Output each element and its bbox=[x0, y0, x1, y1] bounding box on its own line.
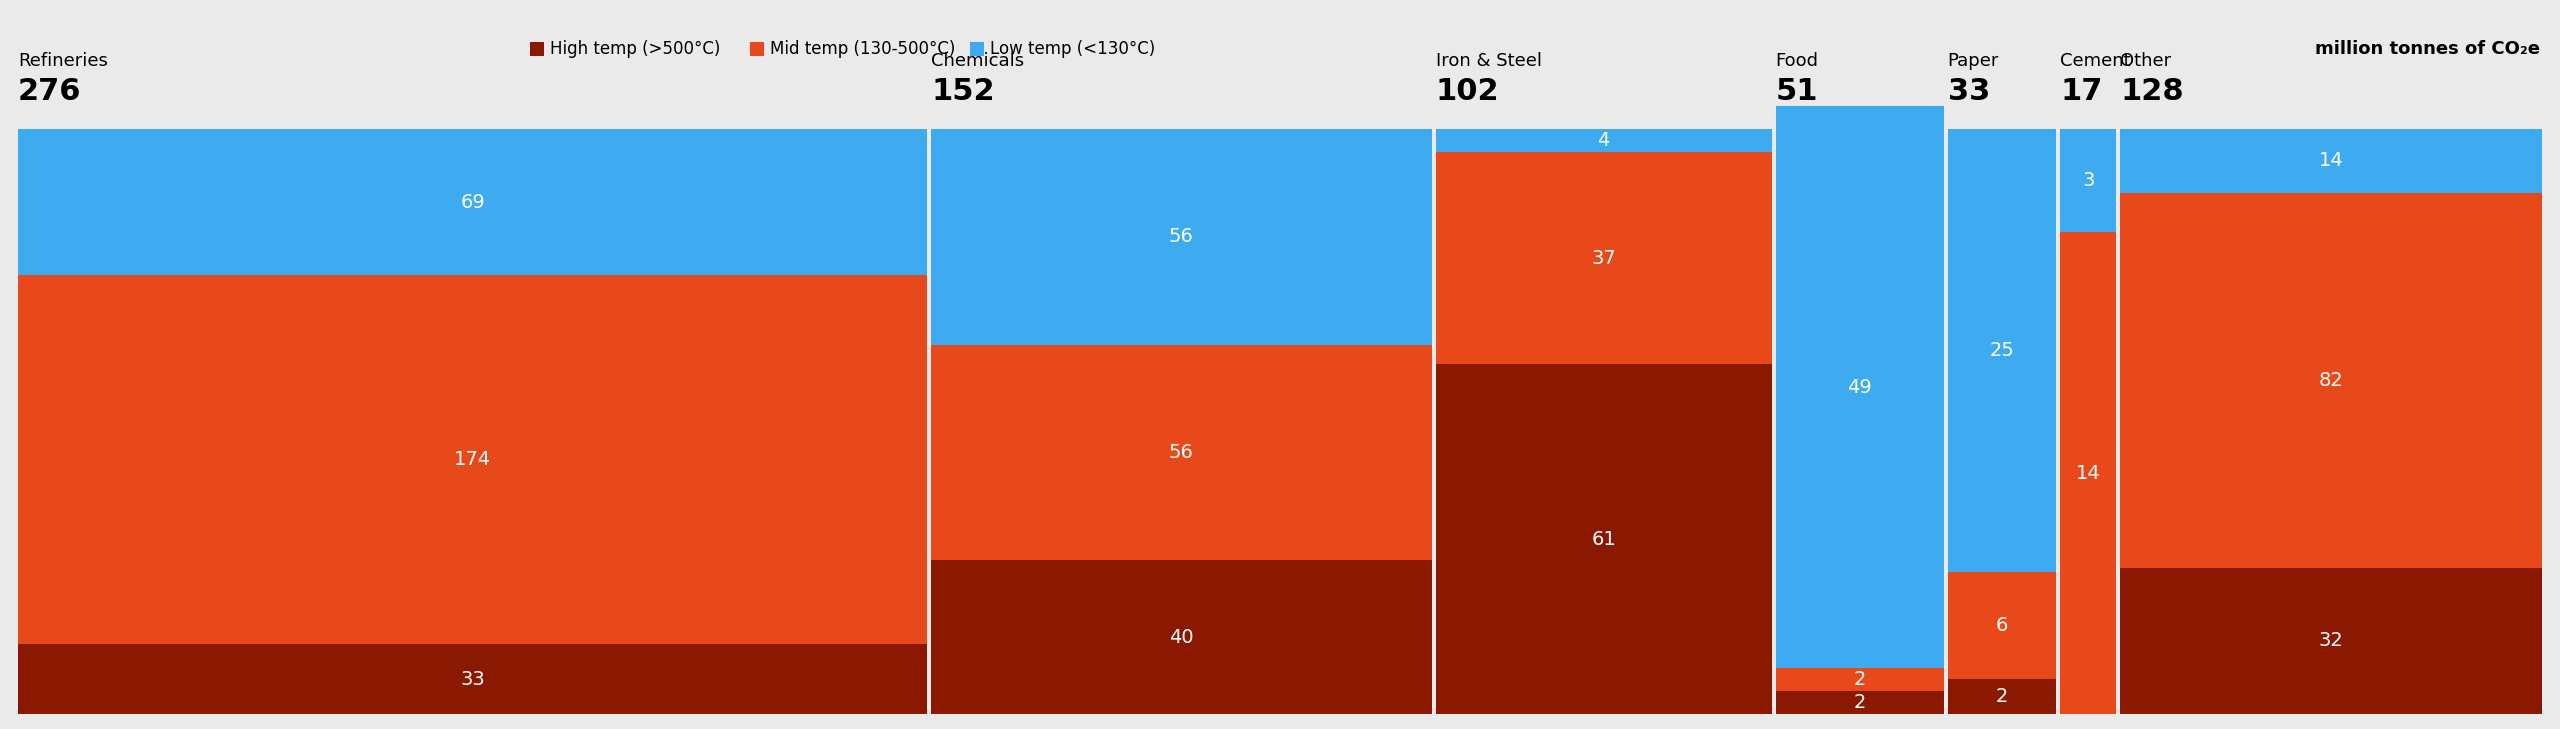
Text: Food: Food bbox=[1777, 52, 1818, 70]
Bar bbox=[1948, 679, 2056, 714]
Text: 49: 49 bbox=[1848, 378, 1871, 397]
Bar bbox=[932, 129, 1431, 345]
Bar bbox=[18, 129, 927, 276]
Text: 14: 14 bbox=[2076, 464, 2102, 483]
Text: 4: 4 bbox=[1597, 131, 1610, 150]
Bar bbox=[1436, 364, 1772, 714]
Text: 56: 56 bbox=[1170, 443, 1193, 461]
Text: 69: 69 bbox=[461, 192, 484, 211]
Text: 2: 2 bbox=[1853, 693, 1866, 712]
Text: Iron & Steel: Iron & Steel bbox=[1436, 52, 1541, 70]
Bar bbox=[530, 42, 545, 56]
Text: 37: 37 bbox=[1592, 249, 1615, 268]
Bar bbox=[750, 42, 763, 56]
Text: 82: 82 bbox=[2319, 371, 2342, 390]
Bar bbox=[2120, 129, 2542, 193]
Text: Paper: Paper bbox=[1948, 52, 1999, 70]
Text: 14: 14 bbox=[2319, 152, 2342, 171]
Text: High temp (>500°C): High temp (>500°C) bbox=[550, 40, 719, 58]
Text: 174: 174 bbox=[453, 450, 492, 469]
Text: Low temp (<130°C): Low temp (<130°C) bbox=[991, 40, 1155, 58]
Text: 2: 2 bbox=[1997, 687, 2007, 706]
Bar bbox=[2120, 568, 2542, 714]
Bar bbox=[2061, 129, 2117, 233]
Text: Mid temp (130-500°C): Mid temp (130-500°C) bbox=[771, 40, 955, 58]
Bar bbox=[1777, 691, 1943, 714]
Text: 33: 33 bbox=[1948, 77, 1989, 106]
Text: Other: Other bbox=[2120, 52, 2171, 70]
Bar bbox=[1436, 152, 1772, 364]
Bar bbox=[932, 345, 1431, 560]
Text: 33: 33 bbox=[461, 669, 484, 688]
Bar bbox=[2061, 233, 2117, 714]
Text: 102: 102 bbox=[1436, 77, 1500, 106]
Text: 6: 6 bbox=[1997, 616, 2007, 635]
Text: 152: 152 bbox=[932, 77, 996, 106]
Text: 128: 128 bbox=[2120, 77, 2184, 106]
Bar bbox=[1777, 668, 1943, 691]
Text: Cement: Cement bbox=[2061, 52, 2130, 70]
Text: 51: 51 bbox=[1777, 77, 1818, 106]
Text: 61: 61 bbox=[1592, 529, 1615, 549]
Bar bbox=[18, 644, 927, 714]
Text: 25: 25 bbox=[1989, 341, 2015, 360]
Bar bbox=[970, 42, 983, 56]
Text: 276: 276 bbox=[18, 77, 82, 106]
Text: Refineries: Refineries bbox=[18, 52, 108, 70]
Text: 56: 56 bbox=[1170, 227, 1193, 246]
Text: 17: 17 bbox=[2061, 77, 2102, 106]
Text: 40: 40 bbox=[1170, 628, 1193, 647]
Text: 3: 3 bbox=[2081, 171, 2094, 190]
Bar bbox=[1948, 572, 2056, 679]
Text: 2: 2 bbox=[1853, 670, 1866, 689]
Bar bbox=[18, 276, 927, 644]
Bar bbox=[1948, 129, 2056, 572]
Bar bbox=[2120, 193, 2542, 568]
Text: 32: 32 bbox=[2319, 631, 2342, 650]
Bar bbox=[932, 560, 1431, 714]
Bar bbox=[1777, 106, 1943, 668]
Text: Chemicals: Chemicals bbox=[932, 52, 1024, 70]
Text: million tonnes of CO₂e: million tonnes of CO₂e bbox=[2314, 40, 2540, 58]
Bar bbox=[1436, 129, 1772, 152]
